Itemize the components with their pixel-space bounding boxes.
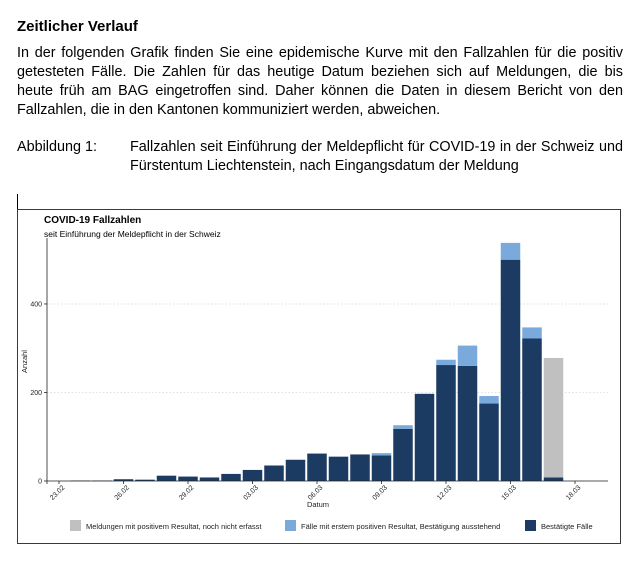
text-cursor (17, 194, 18, 210)
legend-label: Bestätigte Fälle (541, 522, 593, 531)
bar (328, 456, 349, 481)
bar (522, 327, 542, 339)
section-title: Zeitlicher Verlauf (17, 18, 138, 35)
bar (199, 477, 220, 481)
legend-swatch (70, 520, 81, 531)
x-tick-label: 29.02 (178, 484, 195, 501)
bar (500, 242, 521, 260)
x-tick-label: 12.03 (436, 484, 453, 501)
x-tick-label: 03.03 (243, 484, 260, 501)
bar (436, 365, 456, 481)
x-axis-label: Datum (307, 500, 329, 509)
bar (264, 465, 284, 481)
legend-swatch (285, 520, 296, 531)
epidemic-curve-chart: COVID-19 Fallzahlen seit Einführung der … (20, 215, 608, 531)
bar (436, 359, 456, 366)
bar (178, 476, 198, 481)
y-axis-label: Anzahl (20, 350, 29, 373)
x-tick-label: 26.02 (114, 484, 131, 501)
bar (414, 393, 435, 481)
x-tick-label: 15.03 (501, 484, 518, 501)
bar (393, 425, 413, 429)
bar (113, 479, 134, 481)
chart-subtitle: seit Einführung der Meldepflicht in der … (44, 229, 221, 239)
bar (393, 428, 413, 481)
bar (543, 357, 564, 478)
x-tick-label: 23.02 (49, 484, 66, 501)
bar (522, 338, 542, 481)
legend: Meldungen mit positivem Resultat, noch n… (70, 520, 593, 531)
y-tick-label: 200 (30, 390, 42, 397)
chart-figure: COVID-19 Fallzahlen seit Einführung der … (17, 209, 621, 544)
x-tick-label: 18.03 (565, 484, 582, 501)
chart-title: COVID-19 Fallzahlen (44, 215, 141, 226)
bar (479, 396, 499, 404)
legend-label: Fälle mit erstem positiven Resultat, Bes… (301, 522, 500, 531)
bar (156, 475, 177, 481)
legend-swatch (525, 520, 536, 531)
bar (285, 459, 306, 481)
x-axis: 23.02 26.02 29.02 03.03 06.03 09.03 12.03 15.03… (47, 480, 608, 502)
bar (457, 365, 478, 481)
bar (371, 455, 392, 481)
bars (70, 242, 564, 482)
y-axis: 0 200 400 (30, 238, 48, 485)
legend-label: Meldungen mit positivem Resultat, noch n… (86, 522, 262, 531)
bar (221, 473, 241, 481)
bar (307, 453, 327, 481)
y-tick-label: 0 (38, 478, 42, 485)
bar (242, 469, 263, 481)
intro-paragraph: In der folgenden Grafik finden Sie eine … (17, 45, 623, 118)
x-tick-label: 09.03 (372, 484, 389, 501)
bar (543, 477, 564, 481)
bar (135, 479, 155, 481)
bar (500, 259, 521, 481)
bar (457, 345, 478, 366)
bar (350, 454, 370, 481)
bar (479, 403, 499, 481)
figure-caption-text: Fallzahlen seit Einführung der Meldepfli… (130, 139, 623, 174)
bar (371, 453, 392, 456)
figure-caption-label: Abbildung 1: (17, 139, 98, 155)
y-tick-label: 400 (30, 301, 42, 308)
